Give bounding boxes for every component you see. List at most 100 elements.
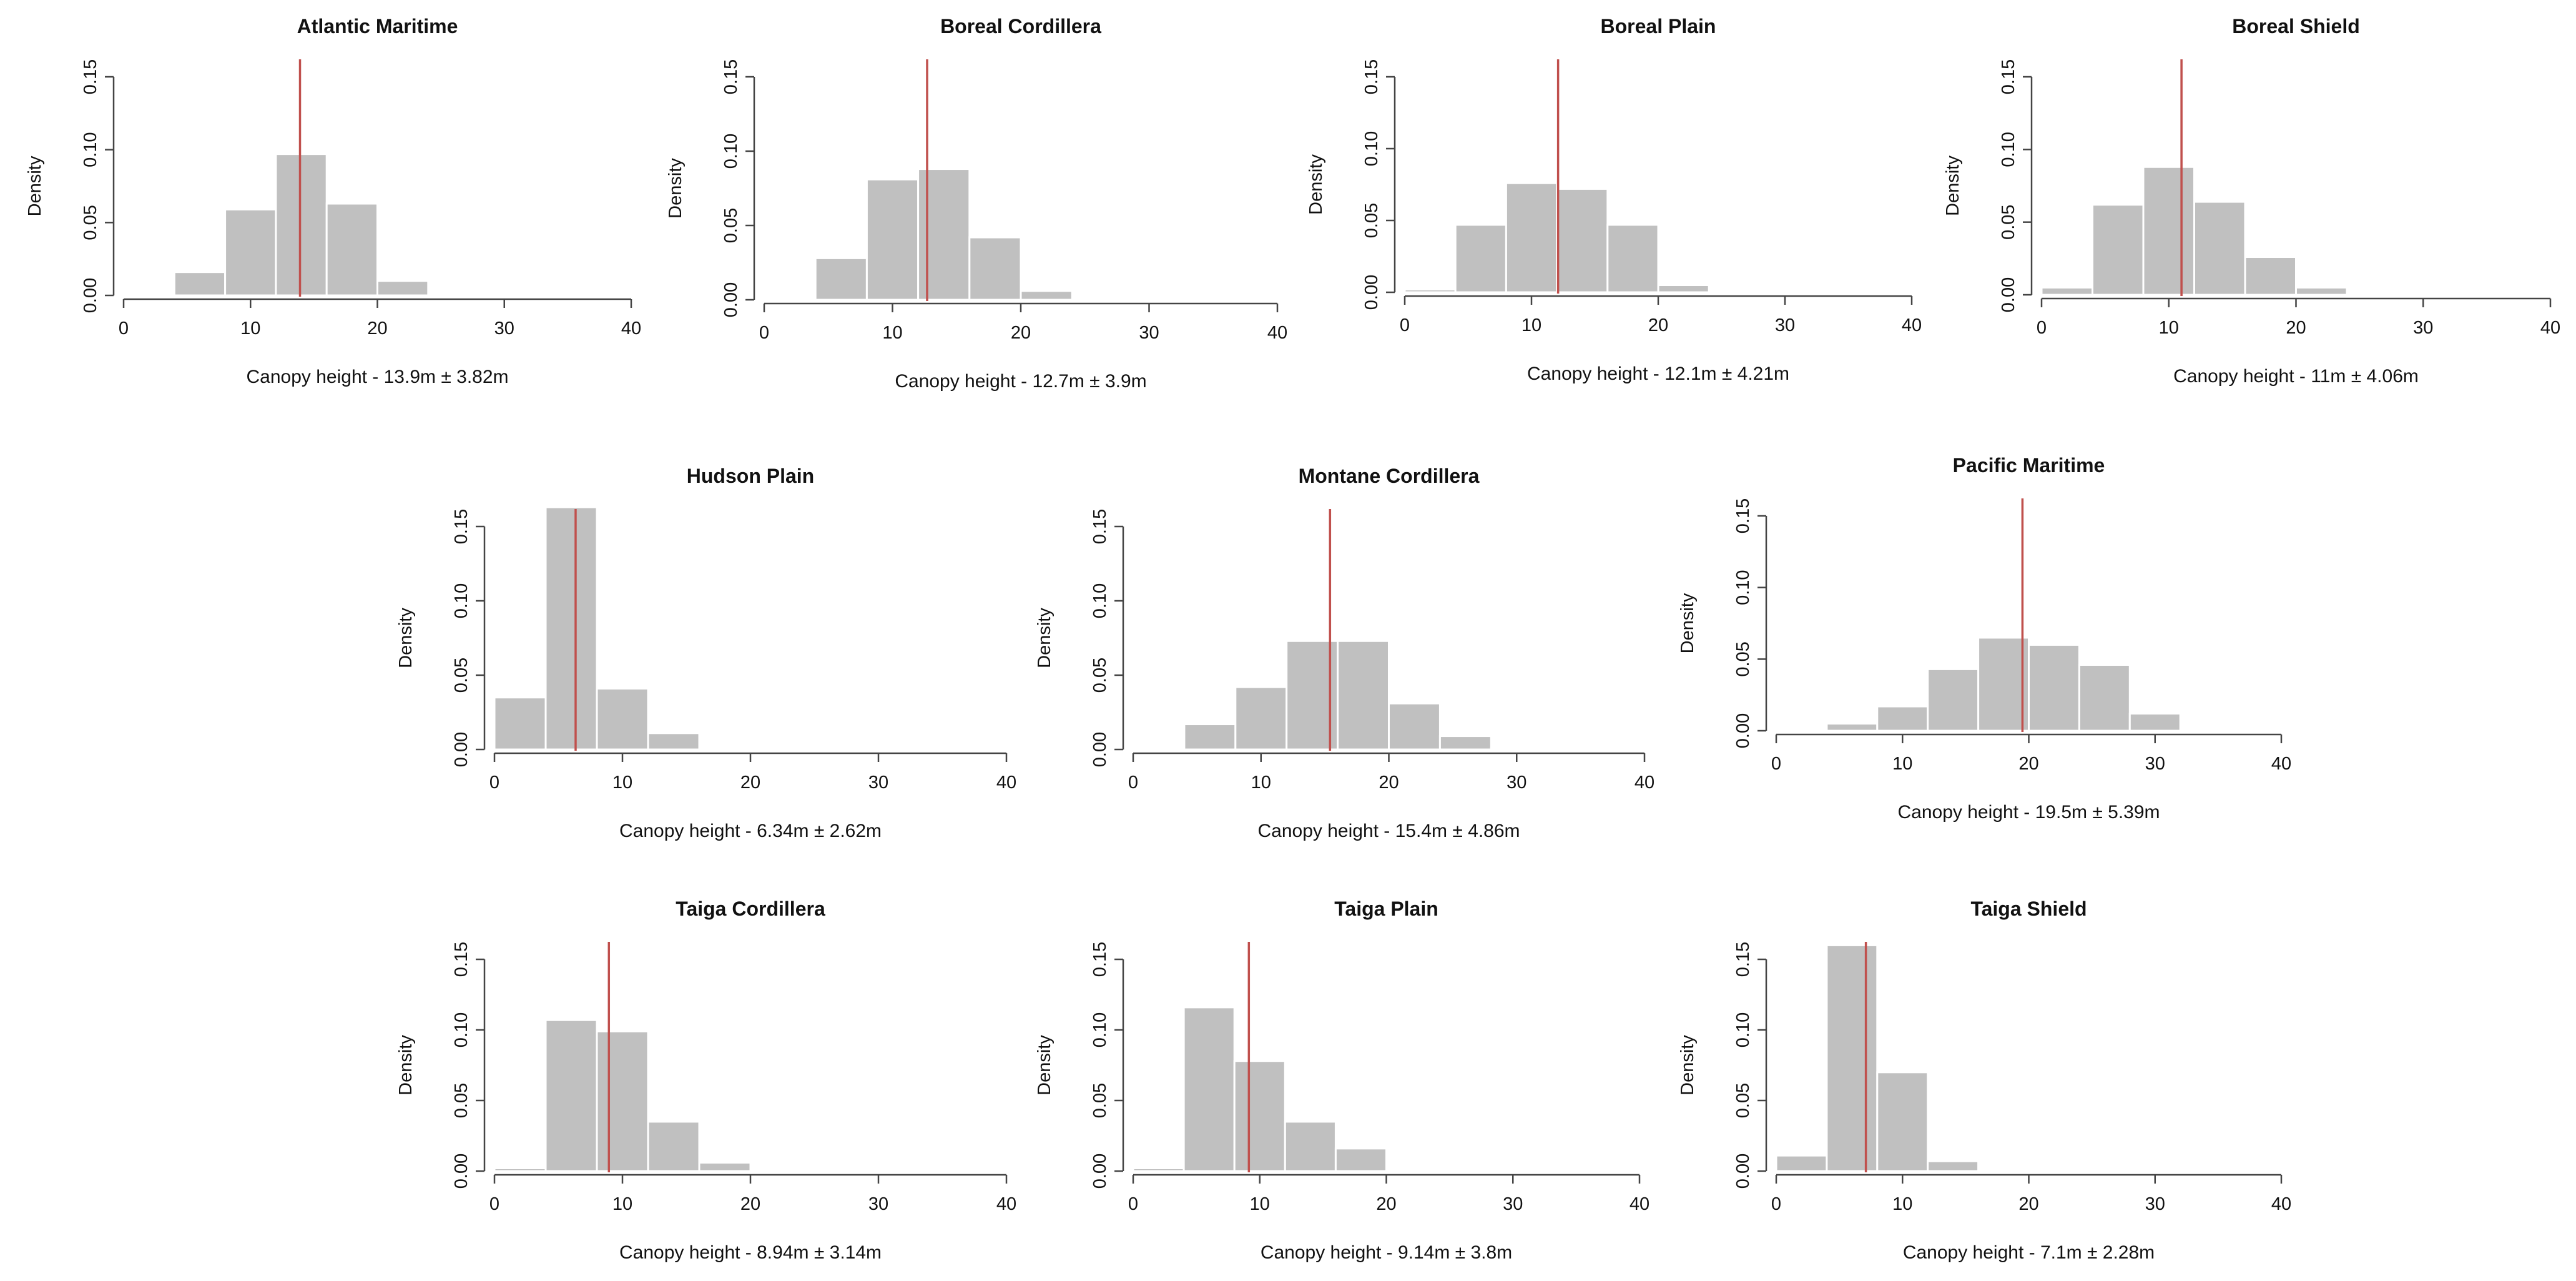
histogram-bar bbox=[1490, 747, 1543, 751]
y-tick-label: 0.05 bbox=[451, 658, 471, 693]
x-tick-label: 10 bbox=[1251, 773, 1271, 793]
y-axis-title: Density bbox=[25, 156, 45, 216]
y-tick-label: 0.00 bbox=[1733, 1154, 1753, 1189]
y-tick-label: 0.00 bbox=[1090, 1154, 1110, 1189]
x-axis-title: Canopy height - 11m ± 4.06m bbox=[2173, 366, 2419, 387]
y-tick-label: 0.15 bbox=[1090, 509, 1110, 544]
y-tick-label: 0.00 bbox=[451, 1154, 471, 1189]
histogram-bar bbox=[917, 168, 971, 301]
y-tick-label: 0.10 bbox=[1090, 1012, 1110, 1047]
y-tick-label: 0.15 bbox=[1733, 942, 1753, 977]
y-axis-title: Density bbox=[396, 1035, 416, 1096]
panel-title: Hudson Plain bbox=[687, 465, 814, 487]
histogram-panel: 0 10 20 30 40 0.00 0.05 0.10 0.15 Density Boreal S… bbox=[1943, 15, 2560, 387]
x-tick-label: 20 bbox=[1379, 773, 1399, 793]
y-tick-label: 0.05 bbox=[81, 205, 101, 240]
y-tick-label: 0.05 bbox=[1362, 203, 1382, 238]
x-axis-title: Canopy height - 15.4m ± 4.86m bbox=[1257, 821, 1520, 841]
histogram-bar bbox=[647, 732, 701, 751]
y-tick-label: 0.10 bbox=[1998, 132, 2018, 167]
y-tick-label: 0.05 bbox=[451, 1083, 471, 1118]
x-axis-title: Canopy height - 12.7m ± 3.9m bbox=[895, 371, 1146, 392]
histogram-bar bbox=[1826, 723, 1879, 732]
histogram-bar bbox=[596, 687, 649, 751]
x-tick-label: 0 bbox=[1128, 773, 1138, 793]
histogram-bar bbox=[1182, 1006, 1236, 1172]
x-tick-label: 0 bbox=[1128, 1194, 1138, 1214]
histogram-panel: 0 10 20 30 40 0.00 0.05 0.10 0.15 Density Taiga Sh… bbox=[1678, 898, 2291, 1263]
x-tick-label: 10 bbox=[240, 319, 260, 339]
x-tick-label: 40 bbox=[996, 773, 1016, 793]
histogram-bar bbox=[376, 280, 430, 297]
x-tick-label: 40 bbox=[1267, 323, 1287, 343]
panel-title: Taiga Shield bbox=[1970, 898, 2087, 920]
y-tick-label: 0.15 bbox=[1998, 59, 2018, 94]
x-tick-label: 0 bbox=[2037, 318, 2047, 338]
y-tick-label: 0.15 bbox=[1362, 59, 1382, 94]
histogram-bar bbox=[2244, 256, 2297, 296]
histogram-bar bbox=[1404, 288, 1457, 294]
histogram-bar bbox=[1385, 1169, 1438, 1172]
y-tick-label: 0.10 bbox=[1090, 583, 1110, 618]
histogram-bar bbox=[173, 271, 227, 297]
x-tick-label: 10 bbox=[2159, 318, 2179, 338]
y-tick-label: 0.10 bbox=[1733, 1012, 1753, 1047]
x-tick-label: 0 bbox=[489, 773, 499, 793]
x-tick-label: 20 bbox=[740, 1194, 760, 1214]
x-tick-label: 40 bbox=[1635, 773, 1654, 793]
x-tick-label: 20 bbox=[1011, 323, 1031, 343]
x-tick-label: 30 bbox=[1775, 315, 1795, 335]
histogram-bar bbox=[2193, 200, 2246, 296]
x-tick-label: 20 bbox=[740, 773, 760, 793]
panel-title: Taiga Plain bbox=[1334, 898, 1438, 920]
x-axis-title: Canopy height - 6.34m ± 2.62m bbox=[619, 821, 882, 841]
histogram-bar bbox=[647, 1120, 701, 1172]
histogram-bar bbox=[1438, 735, 1492, 751]
histogram-panel: 0 10 20 30 40 0.00 0.05 0.10 0.15 Density Atlantic… bbox=[25, 15, 641, 387]
x-tick-label: 30 bbox=[494, 319, 514, 339]
x-tick-label: 40 bbox=[1630, 1194, 1649, 1214]
y-axis-title: Density bbox=[666, 158, 686, 219]
histogram-bar bbox=[1020, 290, 1073, 301]
panel-title: Montane Cordillera bbox=[1299, 465, 1480, 487]
histogram-panel: 0 10 20 30 40 0.00 0.05 0.10 0.15 Density Pacific … bbox=[1678, 454, 2291, 823]
x-tick-label: 30 bbox=[868, 773, 888, 793]
y-tick-label: 0.05 bbox=[1090, 658, 1110, 693]
x-tick-label: 30 bbox=[868, 1194, 888, 1214]
x-tick-label: 20 bbox=[2018, 754, 2038, 774]
histogram-bar bbox=[1556, 187, 1609, 294]
x-tick-label: 0 bbox=[119, 319, 129, 339]
histogram-bar bbox=[1606, 224, 1659, 294]
y-tick-label: 0.15 bbox=[451, 942, 471, 977]
y-tick-label: 0.15 bbox=[721, 59, 741, 94]
histogram-panel: 0 10 20 30 40 0.00 0.05 0.10 0.15 Density Taiga Co… bbox=[396, 898, 1016, 1263]
histogram-bar bbox=[814, 257, 868, 301]
y-tick-label: 0.15 bbox=[1090, 942, 1110, 977]
x-tick-label: 10 bbox=[612, 773, 632, 793]
y-tick-label: 0.05 bbox=[1090, 1083, 1110, 1118]
y-tick-label: 0.00 bbox=[81, 278, 101, 313]
panel-title: Boreal Shield bbox=[2232, 15, 2360, 37]
y-tick-label: 0.10 bbox=[721, 134, 741, 169]
histogram-bar bbox=[325, 202, 379, 297]
x-tick-label: 0 bbox=[1771, 754, 1781, 774]
x-tick-label: 40 bbox=[621, 319, 641, 339]
x-tick-label: 30 bbox=[2413, 318, 2433, 338]
histogram-panel: 0 10 20 30 40 0.00 0.05 0.10 0.15 Density Boreal P… bbox=[1306, 15, 1922, 384]
x-axis-title: Canopy height - 9.14m ± 3.8m bbox=[1261, 1242, 1512, 1263]
histogram-bar bbox=[2092, 204, 2145, 296]
y-tick-label: 0.05 bbox=[721, 208, 741, 243]
y-tick-label: 0.00 bbox=[451, 732, 471, 767]
y-tick-label: 0.00 bbox=[1998, 277, 2018, 312]
histogram-bar bbox=[544, 506, 598, 751]
histogram-bar bbox=[493, 696, 547, 751]
histogram-bar bbox=[2028, 643, 2080, 732]
histogram-bar bbox=[596, 1030, 649, 1172]
x-tick-label: 40 bbox=[1902, 315, 1922, 335]
y-axis-title: Density bbox=[1678, 593, 1698, 653]
x-tick-label: 30 bbox=[1503, 1194, 1523, 1214]
histogram-bar bbox=[698, 747, 752, 751]
x-axis-title: Canopy height - 7.1m ± 2.28m bbox=[1903, 1242, 2155, 1263]
y-axis-title: Density bbox=[396, 608, 416, 668]
panel-title: Boreal Cordillera bbox=[940, 15, 1101, 37]
